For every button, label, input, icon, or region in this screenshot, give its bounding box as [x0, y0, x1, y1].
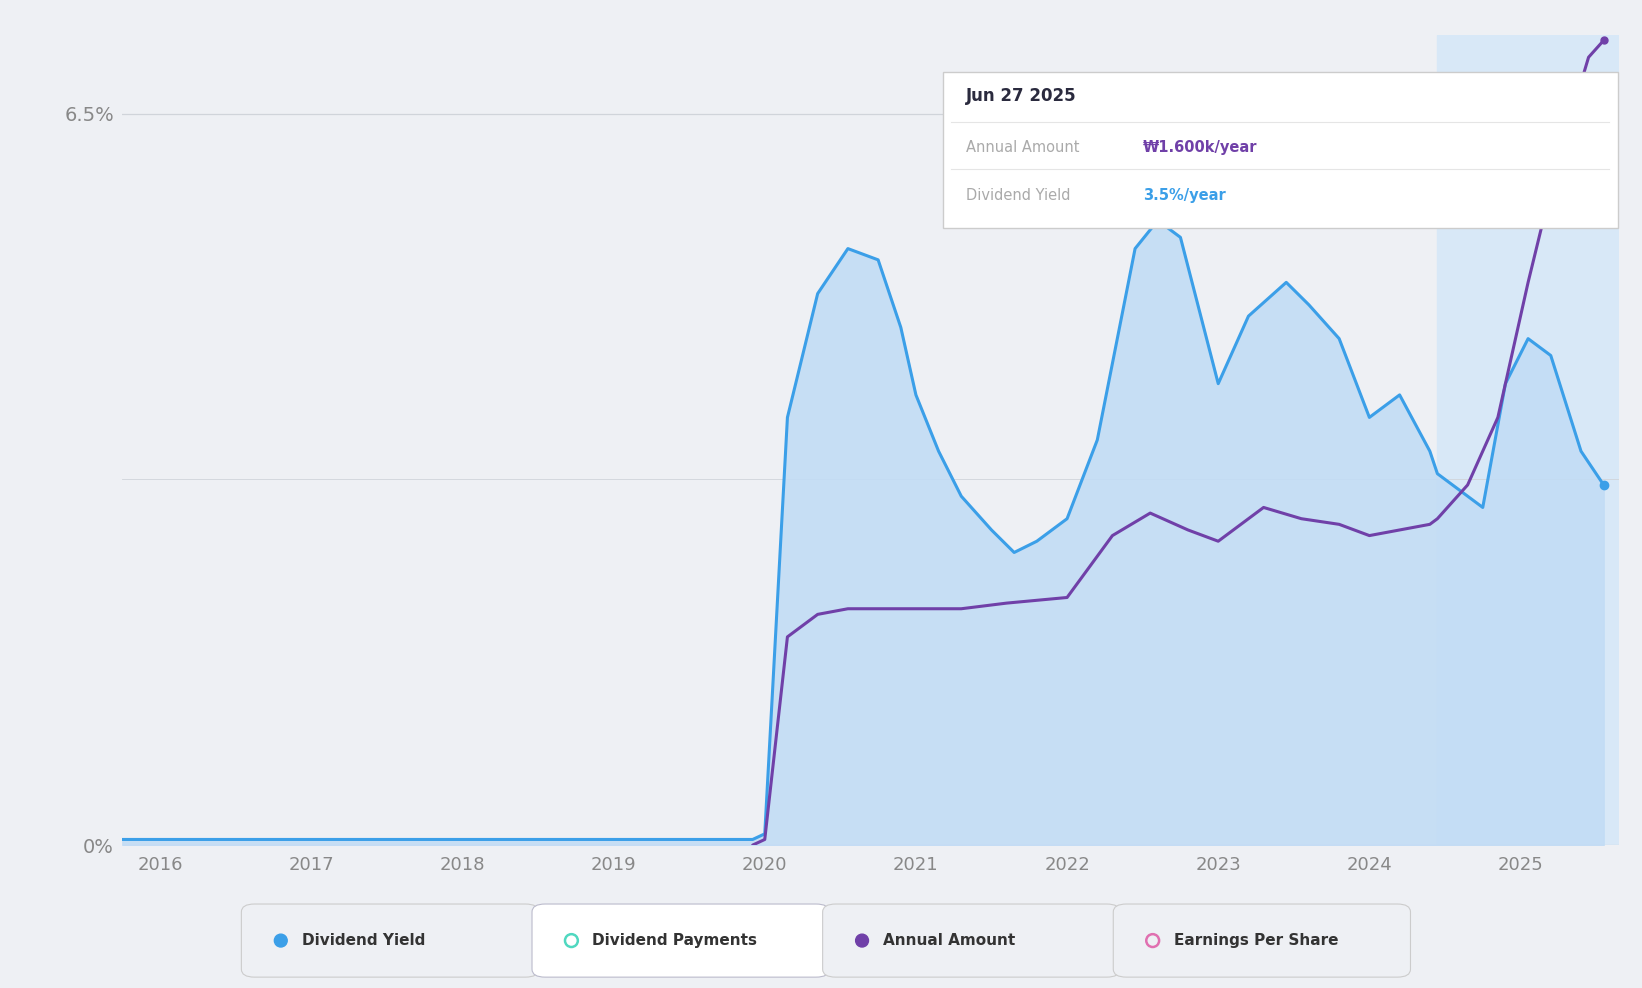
Text: Past: Past — [1530, 161, 1565, 179]
Text: Dividend Yield: Dividend Yield — [302, 933, 425, 948]
Text: Annual Amount: Annual Amount — [883, 933, 1015, 948]
Text: 3.5%/year: 3.5%/year — [1143, 188, 1227, 203]
Text: Dividend Payments: Dividend Payments — [593, 933, 757, 948]
Text: Earnings Per Share: Earnings Per Share — [1174, 933, 1338, 948]
Bar — [1437, 35, 1642, 845]
Text: Jun 27 2025: Jun 27 2025 — [965, 87, 1077, 105]
Text: ₩1.600k/year: ₩1.600k/year — [1143, 140, 1258, 155]
Text: Dividend Yield: Dividend Yield — [965, 188, 1071, 203]
Text: Annual Amount: Annual Amount — [965, 140, 1079, 155]
